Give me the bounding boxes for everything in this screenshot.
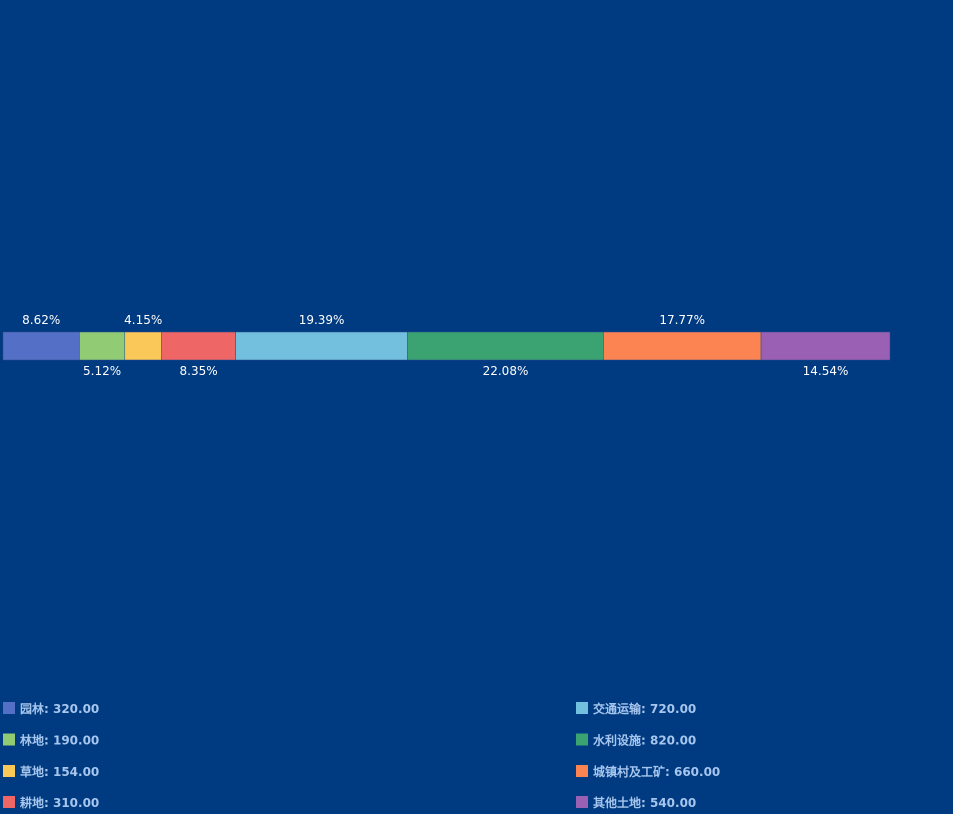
legend-swatch-8 xyxy=(576,796,588,808)
bar-segment-6[interactable] xyxy=(407,331,604,361)
bar-segment-2[interactable] xyxy=(79,331,126,361)
legend-item-5[interactable]: 交通运输: 720.00 xyxy=(576,701,696,716)
legend-item-8[interactable]: 其他土地: 540.00 xyxy=(576,795,696,810)
legend-swatch-5 xyxy=(576,702,588,714)
percent-label-8: 14.54% xyxy=(803,364,849,378)
bar-segment-7[interactable] xyxy=(603,331,762,361)
legend-swatch-4 xyxy=(3,796,15,808)
bar-segment-5[interactable] xyxy=(235,331,408,361)
percent-label-6: 22.08% xyxy=(483,364,529,378)
legend-item-3[interactable]: 草地: 154.00 xyxy=(3,764,99,779)
legend-item-1[interactable]: 园林: 320.00 xyxy=(3,701,99,716)
percent-label-1: 8.62% xyxy=(22,313,60,327)
legend-swatch-2 xyxy=(3,733,15,746)
legend-item-4[interactable]: 耕地: 310.00 xyxy=(3,795,99,810)
legend-swatch-7 xyxy=(576,765,588,777)
legend-label-7: 城镇村及工矿: 660.00 xyxy=(593,764,720,779)
bars-layer xyxy=(2,331,891,361)
legend-label-6: 水利设施: 820.00 xyxy=(593,733,696,748)
bar-segment-1[interactable] xyxy=(2,331,80,361)
legend-item-2[interactable]: 林地: 190.00 xyxy=(3,733,99,748)
legend-item-7[interactable]: 城镇村及工矿: 660.00 xyxy=(576,764,720,779)
legend-swatch-6 xyxy=(576,733,588,746)
bar-segment-4[interactable] xyxy=(161,331,236,361)
percent-label-7: 17.77% xyxy=(659,313,705,327)
legend-label-4: 耕地: 310.00 xyxy=(20,795,99,810)
legend-label-5: 交通运输: 720.00 xyxy=(593,701,696,716)
percent-label-3: 4.15% xyxy=(124,313,162,327)
legend-label-2: 林地: 190.00 xyxy=(20,733,99,748)
legend-item-6[interactable]: 水利设施: 820.00 xyxy=(576,733,696,748)
percent-labels-layer: 8.62% 5.12% 4.15% 8.35% 19.39% 22.08% 17.77% 14… xyxy=(22,313,848,378)
percent-label-5: 19.39% xyxy=(299,313,345,327)
legend-label-3: 草地: 154.00 xyxy=(20,764,99,779)
bar-segment-3[interactable] xyxy=(124,331,162,361)
legend-label-1: 园林: 320.00 xyxy=(20,701,99,716)
legend: 园林: 320.00 林地: 190.00 草地: 154.00 耕地: 310.00… xyxy=(3,701,720,810)
bar-segment-8[interactable] xyxy=(760,331,891,361)
percent-label-4: 8.35% xyxy=(180,364,218,378)
legend-swatch-3 xyxy=(3,765,15,777)
legend-swatch-1 xyxy=(3,702,15,714)
percent-label-2: 5.12% xyxy=(83,364,121,378)
legend-label-8: 其他土地: 540.00 xyxy=(593,795,696,810)
